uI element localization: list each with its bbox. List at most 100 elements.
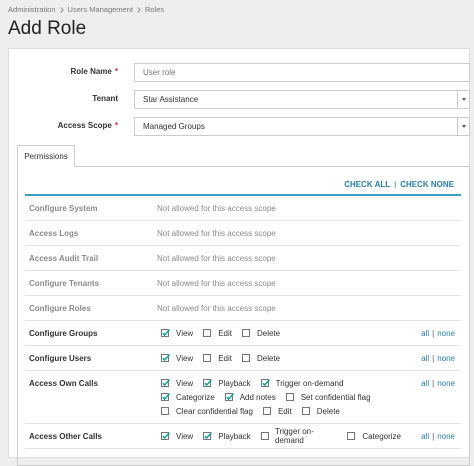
select-all[interactable]: all [421, 379, 430, 388]
option[interactable]: Delete [242, 354, 280, 363]
divider [25, 194, 461, 196]
option-label: Edit [218, 353, 232, 363]
option[interactable]: Edit [203, 329, 232, 338]
dropdown-arrow [457, 118, 469, 135]
checkbox[interactable] [301, 406, 311, 416]
checkbox[interactable] [260, 431, 269, 441]
permission-name: Access Logs [29, 229, 79, 238]
checkbox[interactable] [203, 353, 212, 363]
option[interactable]: Trigger on-demand [260, 378, 343, 388]
option-label: Delete [257, 328, 281, 338]
placeholder: User role [143, 68, 176, 77]
option[interactable]: Categorize [161, 393, 215, 402]
select-all[interactable]: all [421, 329, 430, 338]
permission-options: View Edit Delete [161, 351, 411, 365]
checkbox-checked[interactable] [161, 392, 170, 402]
all-none: all | none [421, 354, 455, 363]
option[interactable]: View [161, 379, 193, 388]
breadcrumb: Administration Users Management Roles [8, 5, 164, 14]
select[interactable]: Star Assistance [134, 90, 470, 109]
option-label: Playback [218, 431, 251, 441]
option[interactable]: Delete [242, 329, 280, 338]
option-line: View Edit Delete [161, 326, 411, 340]
checkbox[interactable] [263, 406, 272, 416]
option[interactable]: Clear confidential flag [161, 407, 253, 416]
permission-note: Not allowed for this access scope [157, 304, 276, 313]
option-label: Add notes [239, 392, 276, 402]
option-label: Edit [277, 406, 292, 416]
permission-note: Not allowed for this access scope [157, 254, 276, 263]
select-none[interactable]: none [437, 354, 455, 363]
permission-name: Configure Tenants [29, 279, 100, 288]
select-all[interactable]: all [421, 432, 430, 441]
select-none[interactable]: none [437, 379, 455, 388]
option[interactable]: View [161, 432, 193, 441]
breadcrumb-item[interactable]: Administration [8, 5, 56, 14]
option-label: Delete [257, 353, 281, 363]
option[interactable]: View [161, 354, 193, 363]
checkbox-checked[interactable] [161, 328, 170, 338]
tab[interactable]: Permissions [17, 145, 75, 167]
separator: | [394, 180, 397, 189]
select-none[interactable]: none [437, 432, 455, 441]
label-text: Access Scope [57, 121, 112, 130]
permission-row: Configure Roles Not allowed for this acce… [25, 296, 461, 321]
option[interactable]: Playback [203, 431, 251, 441]
permission-row: Access Logs Not allowed for this access s… [25, 221, 461, 246]
option-line: View Edit Delete [161, 351, 411, 365]
option[interactable]: Delete [301, 406, 340, 416]
option[interactable]: View [161, 329, 193, 338]
check-all[interactable]: CHECK ALL [344, 180, 391, 189]
option-label: Categorize [176, 392, 215, 402]
option[interactable]: Edit [263, 407, 292, 416]
checkbox-checked[interactable] [161, 431, 170, 441]
checkbox[interactable] [242, 328, 251, 338]
option-label: View [176, 431, 194, 441]
option[interactable]: Edit [203, 354, 232, 363]
permission-name: Access Other Calls [29, 432, 102, 441]
option[interactable]: Trigger on-demand [260, 427, 338, 445]
permission-row: Configure Users View Edit Delete all | none [25, 346, 461, 371]
permission-row: Access Other Calls View Playback Trigger on… [25, 424, 461, 449]
permission-name: Access Audit Trail [29, 254, 99, 263]
select-none[interactable]: none [437, 329, 455, 338]
text-input[interactable]: User role [134, 63, 470, 82]
select[interactable]: Managed Groups [134, 117, 470, 136]
option-line: Categorize Add notes Set confidential flag [161, 390, 411, 404]
checkbox[interactable] [347, 431, 356, 441]
check-all-none: CHECK ALL | CHECK NONE [344, 180, 454, 189]
checkbox-checked[interactable] [203, 431, 213, 441]
breadcrumb-separator [135, 6, 141, 13]
option[interactable]: Playback [203, 378, 251, 388]
select-value: Managed Groups [143, 122, 205, 131]
all-none: all | none [421, 329, 455, 338]
option-label: Categorize [362, 431, 401, 441]
label-text: Role Name [70, 67, 112, 76]
checkbox-checked[interactable] [203, 378, 213, 388]
option[interactable]: Set confidential flag [285, 392, 371, 402]
option-label: Set confidential flag [300, 392, 371, 402]
check-none[interactable]: CHECK NONE [400, 180, 454, 189]
select-value: Star Assistance [143, 95, 199, 104]
checkbox[interactable] [242, 353, 251, 363]
breadcrumb-item[interactable]: Users Management [67, 5, 133, 14]
permission-name: Access Own Calls [29, 379, 98, 388]
checkbox-checked[interactable] [161, 378, 170, 388]
option-label: Clear confidential flag [176, 406, 253, 416]
separator: | [432, 379, 435, 388]
page: {"breadcrumb": ["Administration", "Users… [0, 0, 474, 448]
checkbox-checked[interactable] [161, 353, 170, 363]
dropdown-arrow [457, 91, 469, 108]
checkbox-checked[interactable] [224, 392, 234, 402]
option[interactable]: Add notes [224, 392, 276, 402]
checkbox[interactable] [161, 406, 170, 416]
breadcrumb-item[interactable]: Roles [144, 5, 165, 14]
checkbox[interactable] [203, 328, 212, 338]
permission-name: Configure Users [29, 354, 92, 363]
select-all[interactable]: all [421, 354, 430, 363]
checkbox[interactable] [285, 392, 295, 402]
breadcrumb-separator [57, 6, 64, 13]
permission-row: Configure Groups View Edit Delete all | none [25, 321, 461, 346]
option[interactable]: Categorize [347, 432, 401, 441]
checkbox-checked[interactable] [260, 378, 270, 388]
